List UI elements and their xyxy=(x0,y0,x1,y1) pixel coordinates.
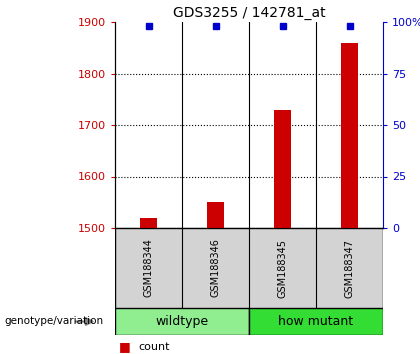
Text: how mutant: how mutant xyxy=(278,315,354,328)
Title: GDS3255 / 142781_at: GDS3255 / 142781_at xyxy=(173,6,326,19)
Text: genotype/variation: genotype/variation xyxy=(4,316,103,326)
Bar xyxy=(115,308,249,335)
Bar xyxy=(341,42,358,228)
Text: GSM188344: GSM188344 xyxy=(144,239,153,297)
Text: ■: ■ xyxy=(119,353,131,354)
Text: ■: ■ xyxy=(119,341,131,354)
Text: GSM188347: GSM188347 xyxy=(344,239,354,297)
Bar xyxy=(207,202,224,228)
Bar xyxy=(274,109,291,228)
Text: wildtype: wildtype xyxy=(155,315,209,328)
Text: GSM188345: GSM188345 xyxy=(278,239,288,297)
Text: count: count xyxy=(138,342,170,352)
Bar xyxy=(249,308,383,335)
Text: GSM188346: GSM188346 xyxy=(210,239,220,297)
Bar xyxy=(140,218,157,228)
